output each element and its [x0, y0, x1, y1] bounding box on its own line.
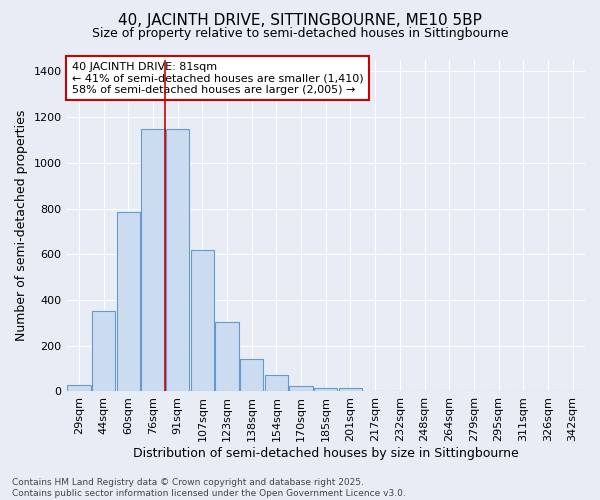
- Text: Size of property relative to semi-detached houses in Sittingbourne: Size of property relative to semi-detach…: [92, 28, 508, 40]
- Y-axis label: Number of semi-detached properties: Number of semi-detached properties: [15, 110, 28, 342]
- X-axis label: Distribution of semi-detached houses by size in Sittingbourne: Distribution of semi-detached houses by …: [133, 447, 518, 460]
- Bar: [141, 128, 164, 392]
- Text: 40 JACINTH DRIVE: 81sqm
← 41% of semi-detached houses are smaller (1,410)
58% of: 40 JACINTH DRIVE: 81sqm ← 41% of semi-de…: [72, 62, 364, 95]
- Text: Contains HM Land Registry data © Crown copyright and database right 2025.
Contai: Contains HM Land Registry data © Crown c…: [12, 478, 406, 498]
- Bar: [92, 312, 115, 392]
- Bar: [191, 250, 214, 392]
- Bar: [339, 388, 362, 392]
- Bar: [215, 322, 239, 392]
- Bar: [240, 360, 263, 392]
- Bar: [116, 212, 140, 392]
- Bar: [289, 386, 313, 392]
- Bar: [67, 384, 91, 392]
- Bar: [265, 376, 288, 392]
- Text: 40, JACINTH DRIVE, SITTINGBOURNE, ME10 5BP: 40, JACINTH DRIVE, SITTINGBOURNE, ME10 5…: [118, 12, 482, 28]
- Bar: [314, 388, 337, 392]
- Bar: [166, 128, 190, 392]
